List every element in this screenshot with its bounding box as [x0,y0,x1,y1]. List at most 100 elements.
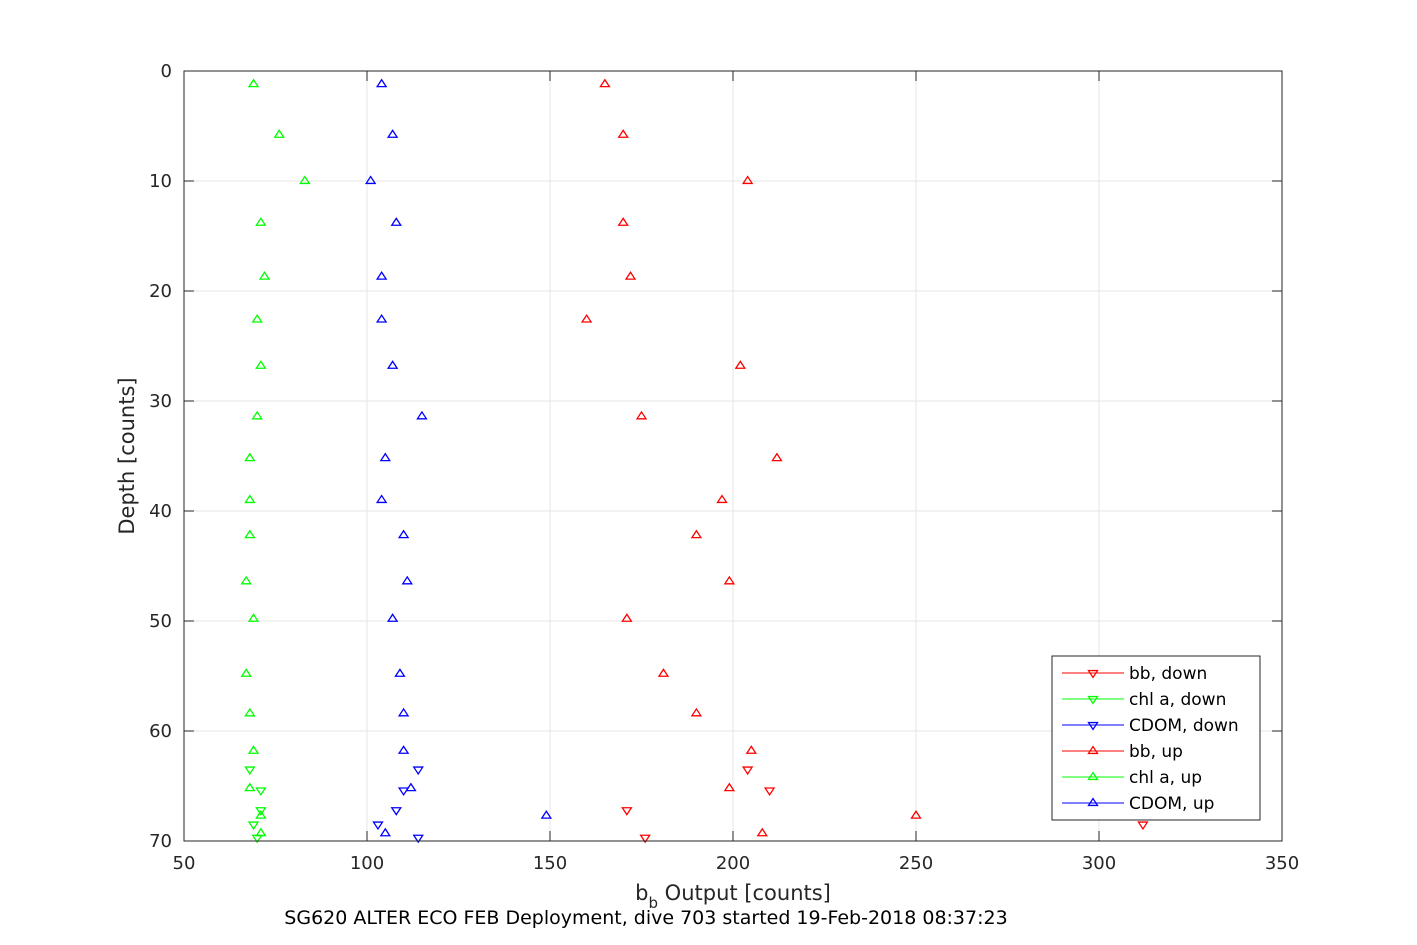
legend-label: CDOM, up [1129,794,1214,814]
x-tick-label: 200 [716,853,750,874]
data-point [372,821,384,831]
data-point [255,217,267,226]
data-point [386,360,399,369]
data-point [540,810,553,819]
data-point [244,766,256,776]
data-point [390,807,402,816]
y-tick-label: 0 [161,61,172,82]
data-point [375,78,388,88]
data-point [763,787,776,797]
axes-ticks [183,70,1283,842]
x-axis-title-main: b [635,881,648,905]
data-point [723,782,736,792]
x-tick-label: 50 [173,853,196,874]
data-point [401,575,413,585]
data-point [386,613,399,622]
x-axis-title-sub: b [648,894,658,912]
data-point [599,78,611,88]
data-point [690,529,703,539]
y-tick-label: 20 [149,281,172,302]
data-point [741,766,754,776]
data-point [910,810,922,819]
data-point [244,782,256,792]
data-point [723,575,736,585]
data-point [397,745,410,754]
legend-marker [1087,669,1099,679]
data-point [771,452,783,462]
data-point [617,129,629,138]
data-point [635,410,648,420]
data-point [379,452,392,462]
legend-label: chl a, down [1129,690,1226,710]
series-4 [240,78,311,837]
data-point [247,78,260,88]
data-point [639,834,651,844]
data-point [244,529,256,539]
data-point [624,271,637,280]
legend-marker [1087,695,1099,705]
legend-marker [1087,797,1099,807]
series-5 [364,78,553,837]
data-point [394,668,406,677]
data-point [1137,821,1149,831]
data-point [244,494,256,504]
legend-label: bb, down [1129,664,1207,684]
data-point [247,613,260,622]
x-tick-label: 350 [1265,853,1299,874]
data-point [412,766,424,776]
data-point [240,668,252,677]
data-point [251,313,263,323]
x-tick-label: 250 [899,853,933,874]
data-point [255,807,267,816]
y-axis-title: Depth [counts] [115,377,139,534]
legend: bb, down chl a, down CDOM, down bb, up chl a… [1051,655,1261,821]
data-point [247,745,260,754]
legend-box [1051,655,1261,821]
data-point [741,175,754,185]
data-point [657,668,670,677]
data-point [244,707,256,717]
tick-labels: 50 100 150 200 250 300 350 0 10 20 30 40 50 60 70 [149,61,1299,874]
x-tick-label: 150 [533,853,567,874]
series-0 [621,766,1149,844]
y-tick-label: 50 [149,611,172,632]
data-point [379,827,392,837]
y-tick-label: 60 [149,721,172,742]
y-tick-label: 10 [149,171,172,192]
data-point [247,821,260,831]
data-point [258,271,271,280]
data-point [255,810,267,819]
data-point [621,613,633,622]
data-point [240,575,252,585]
series-3 [580,78,922,837]
data-point [621,807,633,816]
data-point [617,217,629,226]
data-point [299,175,311,185]
data-point [734,360,747,369]
data-point [255,827,267,837]
data-point [251,410,263,420]
data-layer [240,78,1149,844]
data-point [255,787,267,797]
data-point [412,834,424,844]
legend-label: bb, up [1129,742,1183,762]
data-point [690,707,703,717]
legend-label: CDOM, down [1129,716,1239,736]
x-axis-title: bb Output [counts] [635,881,831,912]
x-tick-label: 100 [350,853,384,874]
data-point [405,782,417,792]
data-point [364,175,377,185]
data-point [756,827,768,837]
data-point [716,494,728,504]
data-point [390,217,402,226]
legend-label: chl a, up [1129,768,1202,788]
data-point [255,360,267,369]
data-point [397,787,410,797]
caption: SG620 ALTER ECO FEB Deployment, dive 703… [284,907,1007,929]
data-point [375,271,388,280]
legend-marker [1087,771,1099,781]
data-point [416,410,428,420]
y-tick-label: 30 [149,391,172,412]
legend-marker [1087,721,1099,731]
